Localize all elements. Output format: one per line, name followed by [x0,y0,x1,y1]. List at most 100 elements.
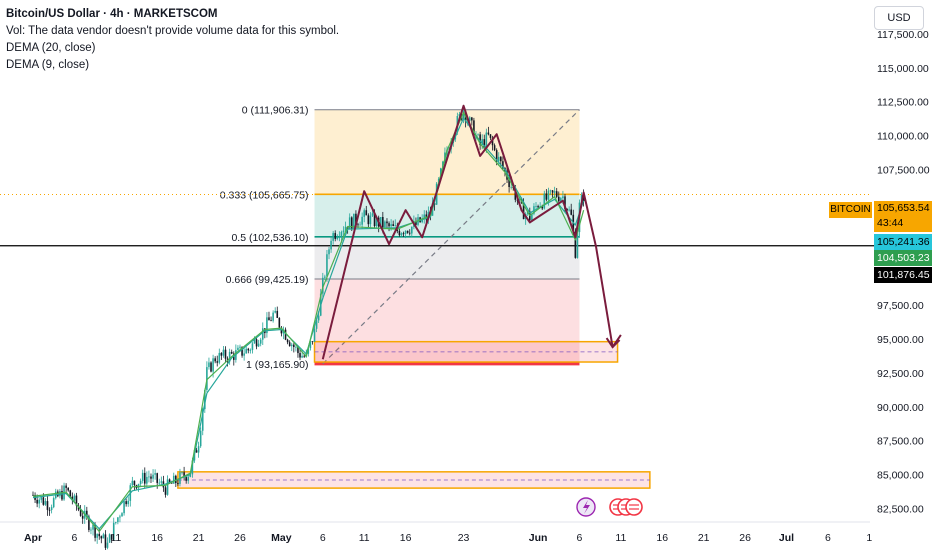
countdown-value: 43:44 [877,217,904,229]
candle-body [187,476,190,481]
candle-body [371,213,374,216]
candle-body [86,510,88,517]
candle-body [170,482,173,484]
candle-body [576,232,579,258]
x-tick-label: 16 [400,532,412,544]
candle-body [46,501,49,510]
x-tick-label: May [271,532,292,544]
x-tick-label: 11 [110,532,121,544]
currency-button[interactable]: USD [874,6,924,30]
candle-body [121,513,123,517]
candle-body [303,355,305,357]
candle-body [230,351,233,354]
candle-body [295,346,297,348]
candle-body [112,522,115,540]
fib-label-0-5: 0.5 (102,536.10) [231,232,308,244]
candle-body [458,114,461,117]
candle-body [117,517,119,523]
candle-body [195,450,198,453]
candle-body [357,224,359,226]
candle-body [44,501,47,505]
candle-body [415,221,417,225]
y-tick-label: 110,000.00 [877,131,929,143]
candle-body [201,409,204,431]
candle-body [206,367,208,390]
candle-body [218,352,221,363]
candle-body [564,196,566,210]
candle-body [384,221,386,228]
candle-body [379,217,382,227]
candle-body [373,213,376,227]
candle-body [353,213,355,230]
candle-body [406,230,409,233]
candle-body [100,536,103,539]
candle-body [408,232,411,234]
candle-body [334,233,337,239]
candle-body [146,476,148,484]
candle-body [214,358,216,362]
candle-body [38,499,41,504]
candle-body [537,206,539,208]
last-price-tag: 105,653.54 43:44 [874,201,932,232]
candle-body [152,474,154,479]
candle-body [197,446,200,453]
candle-body [108,534,111,543]
candle-body [392,224,394,227]
x-tick-label: 6 [320,532,326,544]
indicator-dema-9[interactable]: DEMA (9, close) [6,59,90,71]
symbol-title[interactable]: Bitcoin/US Dollar · 4h · MARKETSCOM [6,8,218,20]
candle-body [81,515,84,519]
candle-body [243,353,245,356]
candle-body [553,191,556,193]
candle-body [50,507,53,511]
x-tick-label: Jul [779,532,794,544]
candle-body [483,139,486,148]
x-tick-label: 11 [615,532,626,544]
candle-body [535,206,537,207]
candle-body [574,231,577,258]
candle-body [311,341,314,343]
x-tick-label: 16 [656,532,668,544]
candle-body [191,460,194,475]
projection-arrow-head [605,337,621,349]
candle-body [545,193,548,200]
candle-body [462,111,465,120]
candle-body [336,237,339,239]
candle-body [160,481,163,483]
candle-body [123,501,125,514]
candle-body [141,472,144,481]
candle-body [495,150,498,162]
indicator-dema-20[interactable]: DEMA (20, close) [6,42,96,54]
y-tick-label: 107,500.00 [877,164,930,176]
candle-body [560,198,562,202]
candle-body [288,342,291,347]
candle-body [477,134,479,136]
candle-body [224,349,227,359]
candle-body [388,223,390,227]
candle-body [48,509,51,511]
candle-body [348,217,351,230]
candle-body [350,217,353,230]
candle-body [52,498,55,508]
candle-body [249,349,252,351]
x-tick-label: 21 [698,532,710,544]
candle-body [237,347,239,351]
candle-body [131,480,134,486]
candle-body [541,205,544,209]
candle-body [301,355,303,358]
fib-trend-line [322,109,580,365]
candle-body [65,485,67,488]
candle-body [290,344,293,347]
candle-body [166,479,169,495]
candle-body [487,132,490,135]
candle-body [90,529,92,531]
candle-body [502,161,504,169]
candle-body [293,344,295,348]
candle-body [309,341,312,349]
fib-label-0-333: 0.333 (105,665.75) [220,189,309,201]
y-tick-label: 87,500.00 [877,436,924,448]
candle-body [220,352,223,356]
x-tick-label: 26 [739,532,751,544]
candle-body [210,362,212,372]
